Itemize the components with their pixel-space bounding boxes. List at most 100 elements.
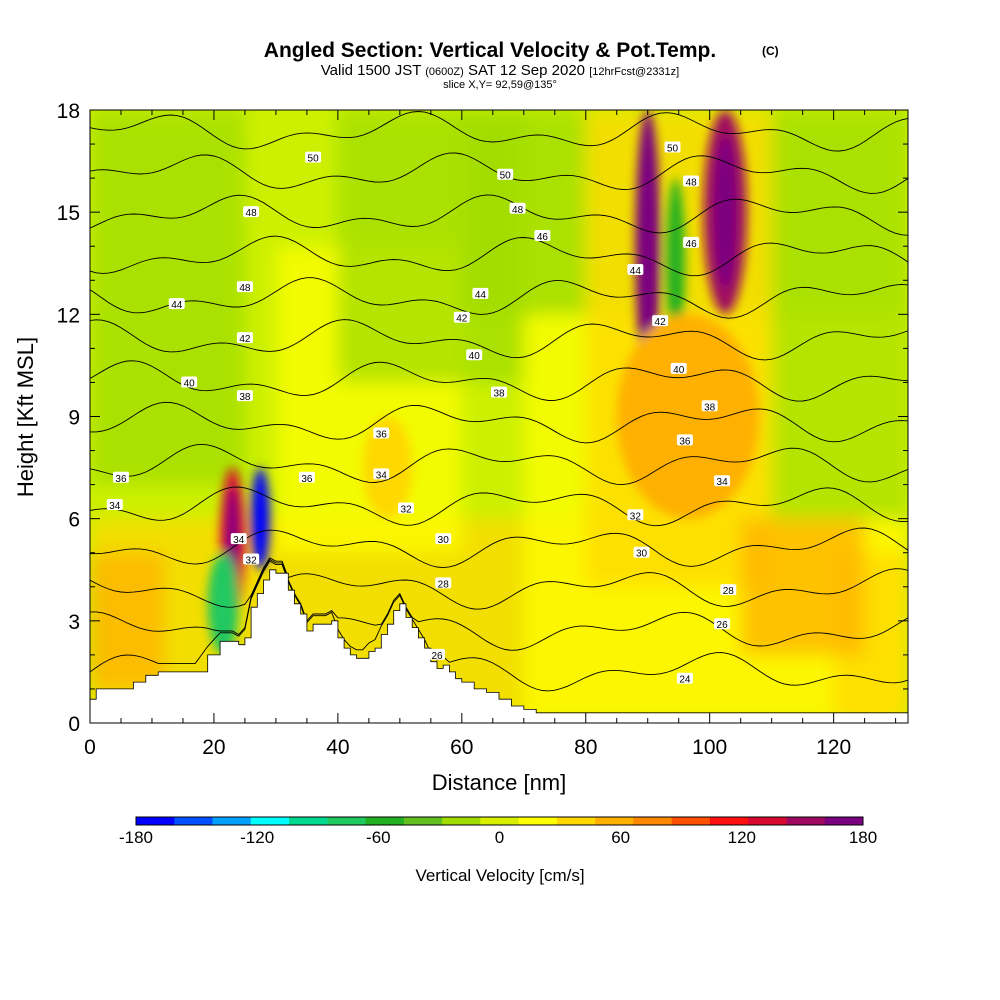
colorbar-swatch: [212, 817, 252, 825]
svg-text:42: 42: [239, 334, 251, 345]
velocity-region: [90, 110, 245, 485]
isentrope-50: [90, 111, 908, 152]
chart-title-unit: (C): [762, 44, 779, 58]
contour-label: 38: [236, 390, 253, 403]
colorbar-swatch: [709, 817, 749, 825]
contour-label: 48: [243, 206, 260, 219]
contour-label: 48: [236, 281, 253, 294]
contour-label: 30: [435, 533, 452, 546]
contour-label: 30: [633, 546, 650, 560]
colorbar-swatch: [633, 817, 673, 825]
svg-text:32: 32: [400, 504, 412, 515]
x-tick-label: 60: [450, 736, 473, 759]
colorbar-swatch: [250, 817, 290, 825]
contour-labels: 50 50 48 48 46 46 48 50 44 48 44 44 42 42 42 40 40 40 38 38…: [106, 141, 737, 686]
colorbar-tick-label: 0: [495, 828, 504, 847]
svg-text:32: 32: [246, 556, 258, 567]
contour-label: 32: [398, 502, 415, 515]
svg-text:44: 44: [475, 290, 487, 301]
y-tick-label: 12: [57, 304, 80, 327]
contour-label: 34: [230, 533, 247, 546]
isentrope-36: [90, 401, 908, 444]
slice-label: slice X,Y= 92,59@135°: [443, 79, 557, 91]
svg-text:48: 48: [512, 205, 524, 216]
contour-label: 26: [714, 618, 731, 631]
contour-label: 36: [373, 427, 390, 441]
colorbar-swatch: [365, 817, 405, 825]
x-tick-label: 40: [326, 736, 349, 759]
y-tick-label: 6: [68, 509, 80, 532]
isentrope-28: [90, 557, 908, 610]
contour-label: 26: [429, 648, 446, 662]
velocity-feature: [616, 314, 760, 519]
colorbar-swatch: [327, 817, 367, 825]
svg-text:24: 24: [679, 675, 691, 686]
colorbar-frame: [135, 816, 864, 826]
colorbar-tick-label: 180: [849, 828, 877, 847]
contour-label: 44: [168, 298, 185, 311]
isentrope-38: [90, 360, 908, 402]
velocity-core: [714, 135, 737, 289]
svg-text:48: 48: [686, 178, 698, 189]
x-tick-label: 100: [692, 736, 727, 759]
svg-text:34: 34: [109, 501, 121, 512]
contour-label: 34: [373, 468, 390, 481]
y-tick-label: 9: [68, 407, 80, 430]
isentrope-46: [90, 194, 908, 236]
contour-label: 46: [534, 230, 551, 243]
contour-label: 42: [652, 315, 669, 328]
velocity-field: [90, 110, 908, 723]
svg-text:36: 36: [115, 474, 127, 485]
svg-text:26: 26: [717, 620, 729, 631]
colorbar-swatch: [748, 817, 787, 825]
svg-text:38: 38: [239, 392, 251, 403]
colorbar-swatch: [289, 817, 328, 825]
colorbar-swatch: [786, 817, 826, 825]
contour-label: 36: [112, 471, 129, 485]
isentrope-contours: [90, 111, 908, 692]
svg-text:42: 42: [655, 317, 667, 328]
velocity-core: [641, 144, 654, 349]
colorbar-swatch: [442, 817, 481, 825]
svg-text:48: 48: [246, 208, 258, 219]
colorbar-swatch: [518, 817, 558, 825]
svg-text:46: 46: [686, 239, 698, 250]
x-tick-label: 0: [84, 736, 96, 759]
contour-label: 42: [453, 311, 470, 325]
colorbar-swatch: [136, 817, 175, 825]
valid-time-subtitle: Valid 1500 JST (0600Z) SAT 12 Sep 2020 […: [321, 62, 679, 79]
colorbar-label: Vertical Velocity [cm/s]: [415, 866, 584, 885]
colorbar-tick-label: -60: [366, 828, 391, 847]
isentrope-30: [90, 527, 908, 569]
chart-title: Angled Section: Vertical Velocity & Pot.…: [264, 39, 716, 62]
contour-label: 28: [720, 584, 737, 597]
contour-label: 36: [298, 471, 315, 485]
contour-label: 24: [676, 672, 693, 686]
colorbar-swatch: [671, 817, 711, 825]
isentrope-24: [90, 560, 908, 692]
contour-label: 48: [683, 175, 700, 189]
colorbar-tick-label: -180: [119, 828, 153, 847]
x-tick-label: 20: [202, 736, 225, 759]
contour-label: 36: [676, 434, 693, 447]
y-tick-label: 3: [68, 611, 80, 634]
contour-label: 34: [714, 475, 731, 488]
x-tick-label: 120: [816, 736, 851, 759]
velocity-feature: [207, 552, 239, 655]
svg-text:50: 50: [500, 171, 512, 182]
contour-label: 40: [466, 349, 483, 362]
svg-text:40: 40: [184, 378, 196, 389]
isentrope-32: [90, 486, 908, 527]
colorbar-tick-label: -120: [240, 828, 274, 847]
terrain-profile: [90, 569, 908, 723]
svg-text:40: 40: [673, 365, 685, 376]
velocity-feature: [362, 416, 413, 519]
contour-label: 40: [670, 362, 687, 376]
colorbar-swatch: [174, 817, 214, 825]
colorbar-tick-label: 120: [728, 828, 756, 847]
colorbar: -180 -120 -60 0 60 120 180: [119, 816, 877, 847]
svg-text:46: 46: [537, 232, 549, 243]
svg-text:28: 28: [723, 586, 735, 597]
